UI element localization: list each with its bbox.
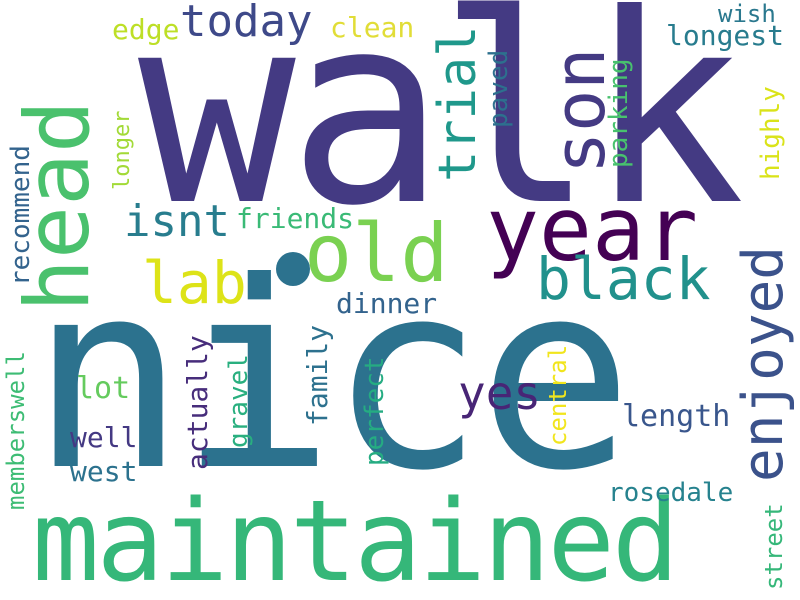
word-actually: actually [181, 335, 214, 470]
word-family: family [301, 324, 334, 426]
word-central: central [544, 344, 572, 446]
word-nice: nice [30, 227, 633, 527]
word-west: west [70, 455, 138, 488]
word-walk: walk [138, 0, 745, 263]
word-lab: lab [142, 249, 247, 317]
word-length: length [622, 399, 731, 434]
word-memberswell: memberswell [2, 351, 30, 510]
word-rosedale: rosedale [608, 478, 734, 508]
word-maintained: maintained [32, 477, 679, 600]
word-recommend: recommend [6, 145, 36, 286]
word-old: old [304, 207, 449, 300]
word-perfect: perfect [360, 356, 390, 466]
word-friends: friends [236, 202, 355, 235]
word-paved: paved [484, 49, 514, 128]
word-highly: highly [756, 86, 786, 180]
dot-mark [276, 252, 310, 286]
word-today: today [180, 0, 313, 47]
word-clean: clean [330, 11, 415, 44]
word-longer: longer [110, 110, 135, 190]
word-year: year [486, 178, 698, 281]
word-dinner: dinner [336, 287, 438, 320]
word-trial: trial [428, 25, 488, 182]
word-longest: longest [666, 19, 785, 52]
word-wish: wish [718, 0, 776, 28]
word-edge: edge [112, 13, 180, 46]
word-well: well [70, 421, 138, 454]
word-parking: parking [604, 58, 634, 168]
word-lot: lot [76, 371, 131, 406]
word-yes: yes [458, 366, 542, 420]
word-isnt: isnt [124, 196, 230, 247]
word-gravel: gravel [224, 354, 254, 448]
word-black: black [536, 245, 711, 313]
word-street: street [760, 503, 788, 590]
word-enjoyed: enjoyed [731, 245, 796, 482]
